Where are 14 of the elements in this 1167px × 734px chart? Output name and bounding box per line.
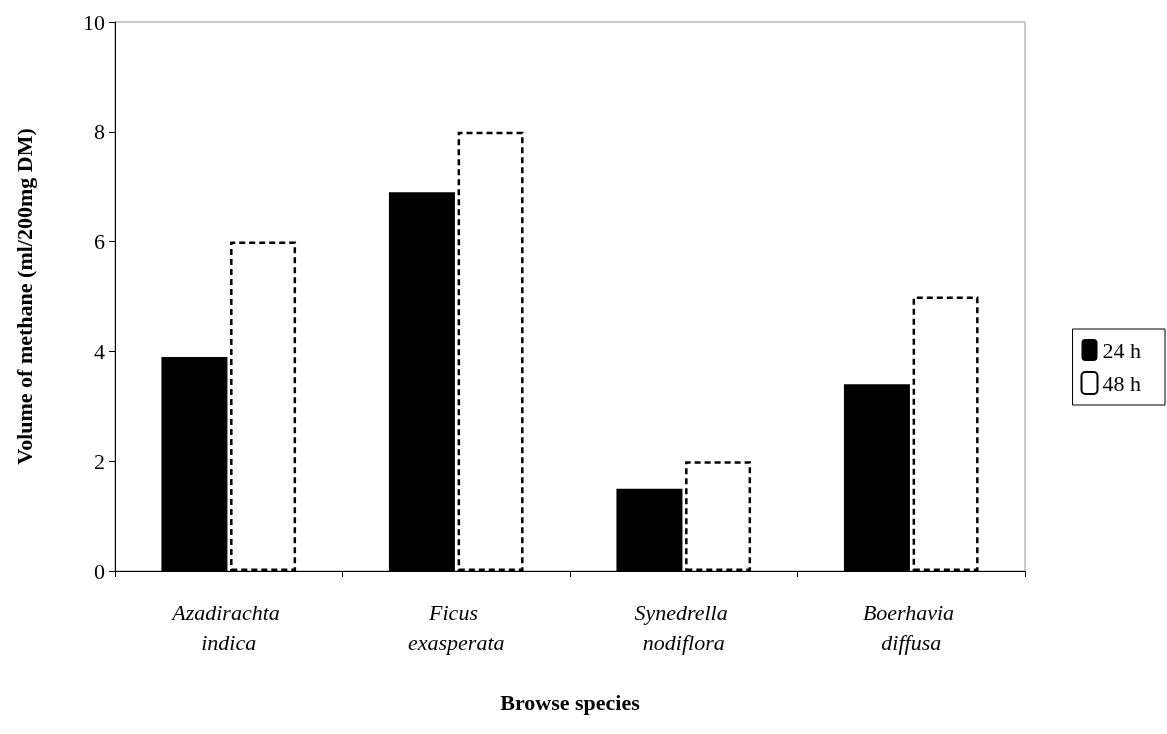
y-tick-label: 6 xyxy=(94,229,105,255)
x-tick-label: Synedrella nodiflora xyxy=(634,599,734,655)
y-tick-label: 4 xyxy=(94,338,105,364)
legend-label: 24 h xyxy=(1102,337,1141,363)
x-axis-title: Browse species xyxy=(500,689,641,715)
y-tick-label: 8 xyxy=(94,119,105,145)
legend-label: 48 h xyxy=(1102,370,1141,396)
y-tick-label: 10 xyxy=(83,9,105,35)
y-axis-title: Volume of methane (ml/200mg DM) xyxy=(11,128,37,465)
x-tick-label: Ficus exasperata xyxy=(407,599,505,655)
x-tick-label: Azadirachta indica xyxy=(170,599,286,655)
y-tick-label: 2 xyxy=(94,448,105,474)
y-tick-label: 0 xyxy=(94,558,105,584)
x-tick-label: Boerhavia diffusa xyxy=(862,599,960,655)
